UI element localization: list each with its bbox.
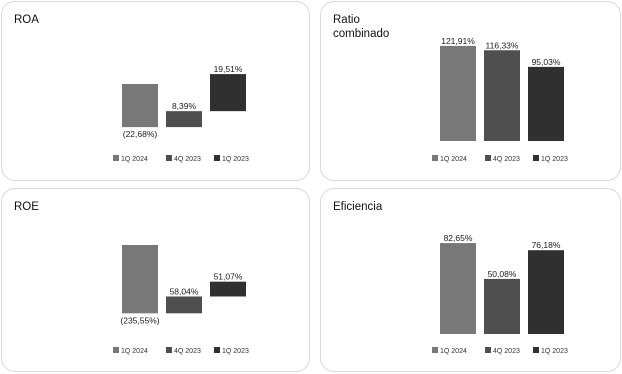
- eficiencia-value-label-1: 50,08%: [488, 269, 517, 279]
- ratio-legend-swatch-0: [432, 155, 438, 161]
- ratio-bar-0: [440, 45, 476, 141]
- roa-legend-label-2: 1Q 2023: [222, 156, 249, 163]
- roa-legend-swatch-0: [113, 155, 119, 161]
- roa-legend-label-0: 1Q 2024: [121, 156, 148, 163]
- ratio-legend-label-2: 1Q 2023: [541, 156, 568, 163]
- roe-legend-label-1: 4Q 2023: [174, 348, 201, 355]
- eficiencia-chart: 82,65% 50,08% 76,18% 1Q 2024 4Q 2023 1Q 2023: [432, 233, 568, 355]
- roa-bar-0: [122, 84, 158, 128]
- ratio-chart: 121,91% 116,33% 95,03% 1Q 2024 4Q 2023 1Q 202…: [432, 36, 568, 163]
- ratio-bar-2: [528, 66, 564, 141]
- ratio-bar-1: [484, 50, 520, 141]
- ratio-value-label-2: 95,03%: [532, 57, 561, 67]
- roe-bar-2: [210, 281, 246, 297]
- roa-chart: (22,68%) 8,39% 19,51% 1Q 2024 4Q 2023 1Q 2023: [113, 64, 249, 163]
- eficiencia-legend-swatch-0: [432, 347, 438, 353]
- eficiencia-panel: Eficiencia 82,65% 50,08% 76,18% 1Q 2024 4Q 2…: [320, 188, 621, 372]
- roa-legend-swatch-1: [166, 155, 172, 161]
- roe-panel: ROE (235,55%) 58,04% 51,07% 1Q 2024 4Q 2023 1…: [1, 188, 310, 372]
- roe-value-label-2: 51,07%: [214, 272, 243, 282]
- roe-legend-label-0: 1Q 2024: [121, 348, 148, 355]
- eficiencia-value-label-2: 76,18%: [532, 240, 561, 250]
- roe-bar-0: [122, 245, 158, 314]
- roa-value-label-2: 19,51%: [214, 64, 243, 74]
- roa-title: ROA: [14, 14, 39, 26]
- roa-bar-2: [210, 74, 246, 112]
- eficiencia-bar-0: [440, 243, 476, 334]
- roe-legend-swatch-0: [113, 347, 119, 353]
- roe-title: ROE: [14, 201, 39, 213]
- eficiencia-legend-swatch-1: [485, 347, 491, 353]
- roa-value-label-1: 8,39%: [172, 101, 197, 111]
- roa-panel: ROA (22,68%) 8,39% 19,51% 1Q 2024 4Q 2023 1Q …: [1, 1, 310, 181]
- ratio-value-label-0: 121,91%: [441, 36, 475, 46]
- ratio-legend-swatch-2: [533, 155, 539, 161]
- roa-bar-1: [166, 111, 202, 128]
- eficiencia-legend-label-0: 1Q 2024: [440, 348, 467, 355]
- ratio-title: Ratio combinado: [333, 14, 390, 40]
- roe-legend-swatch-2: [214, 347, 220, 353]
- roe-legend-swatch-1: [166, 347, 172, 353]
- eficiencia-legend-label-1: 4Q 2023: [493, 348, 520, 355]
- ratio-legend-label-1: 4Q 2023: [493, 156, 520, 163]
- ratio-value-label-1: 116,33%: [486, 40, 519, 50]
- roe-legend-label-2: 1Q 2023: [222, 348, 249, 355]
- roa-value-label-0: (22,68%): [123, 129, 158, 139]
- roa-legend-label-1: 4Q 2023: [174, 156, 201, 163]
- roe-bar-1: [166, 296, 202, 314]
- roe-value-label-1: 58,04%: [170, 286, 199, 296]
- eficiencia-value-label-0: 82,65%: [444, 233, 473, 243]
- ratio-panel: Ratio combinado 121,91% 116,33% 95,03% 1Q 2…: [320, 1, 621, 181]
- roe-chart: (235,55%) 58,04% 51,07% 1Q 2024 4Q 2023 1Q 20…: [113, 245, 249, 355]
- eficiencia-bar-1: [484, 278, 520, 334]
- ratio-legend-swatch-1: [485, 155, 491, 161]
- eficiencia-bar-2: [528, 250, 564, 334]
- eficiencia-legend-label-2: 1Q 2023: [541, 348, 568, 355]
- roa-legend-swatch-2: [214, 155, 220, 161]
- ratio-legend-label-0: 1Q 2024: [440, 156, 467, 163]
- eficiencia-title: Eficiencia: [333, 201, 383, 213]
- roe-value-label-0: (235,55%): [120, 315, 159, 325]
- eficiencia-legend-swatch-2: [533, 347, 539, 353]
